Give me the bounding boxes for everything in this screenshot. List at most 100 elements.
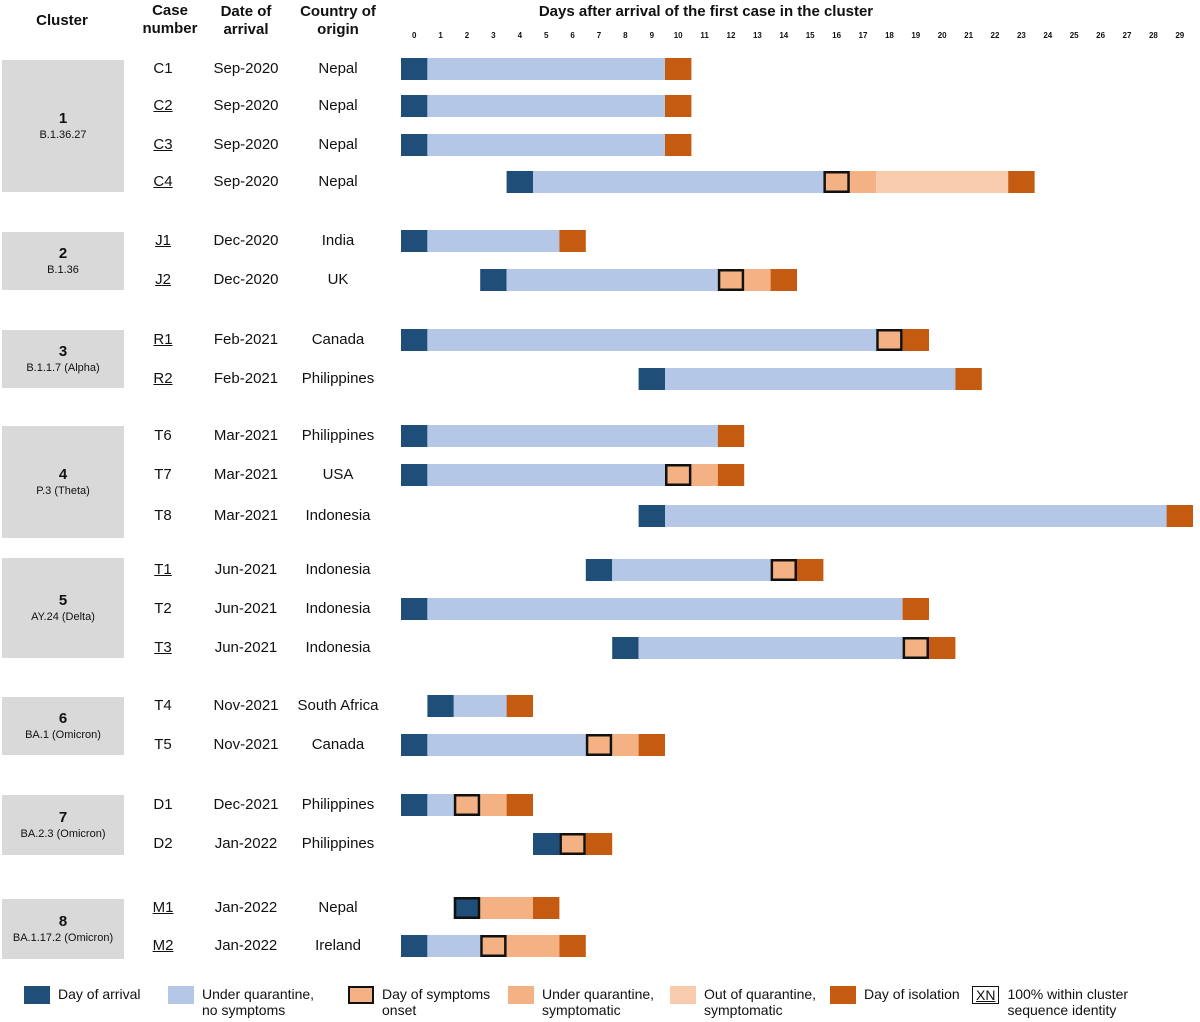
legend-label: Day of arrival [58,986,141,1002]
x-tick-label: 7 [597,31,602,40]
legend-xn-symbol: XN [972,986,1000,1004]
x-tick-label: 28 [1149,31,1158,40]
symptom-onset-marker [823,171,850,193]
quarantine-symptomatic-bar [480,897,533,919]
legend-quarantine-no-symptoms: Under quarantine, no symptoms [168,986,332,1018]
arrival-date: Feb-2021 [213,370,279,387]
country-of-origin: Canada [311,331,365,348]
x-tick-label: 20 [938,31,947,40]
country-of-origin: Philippines [301,427,375,444]
cluster-variant: B.1.1.7 (Alpha) [26,362,100,374]
legend-label: Under quarantine, symptomatic [542,986,655,1018]
x-tick-label: 27 [1123,31,1132,40]
x-tick-label: 18 [885,31,894,40]
case-number: T5 [154,736,172,753]
isolation-day-bar [902,329,929,351]
x-tick-label: 17 [859,31,868,40]
arrival-date: Jan-2022 [214,835,278,852]
isolation-day-bar [797,559,824,581]
arrival-date: Jun-2021 [214,561,278,578]
arrival-day-bar [585,559,613,581]
timeline-chart: 0 1 2 3 4 5 6 7 8 9 10 11 12 13 14 15 16 17 18 19 20 21 22 23 24… [401,31,1193,957]
case-number: T4 [154,697,172,714]
x-tick-label: 13 [753,31,762,40]
symptom-onset-marker [453,897,481,919]
arrival-date: Jun-2021 [214,600,278,617]
arrival-day-bar [480,269,507,291]
isolation-day-bar [559,935,586,957]
symptom-onset-marker [585,734,613,756]
legend-label: Out of quarantine, symptomatic [704,986,817,1018]
arrival-day-bar [506,171,533,193]
arrival-day-bar [401,935,428,957]
isolation-day-bar [533,897,560,919]
symptom-onset-marker [453,794,481,816]
legend-swatch-symptomatic [508,986,534,1004]
x-tick-label: 25 [1070,31,1079,40]
arrival-day-bar [401,464,428,486]
arrival-date: Dec-2020 [213,232,279,249]
quarantine-no-symptoms-bar [427,329,877,351]
country-of-origin: Philippines [301,835,375,852]
legend-label: Day of isolation [864,986,960,1002]
country-of-origin: Canada [311,736,365,753]
arrival-day-bar [401,329,428,351]
x-tick-label: 10 [674,31,683,40]
arrival-date: Mar-2021 [213,507,279,524]
x-tick-label: 3 [491,31,496,40]
quarantine-no-symptoms-bar [427,794,454,816]
country-of-origin: Indonesia [305,507,371,524]
symptom-onset-marker [717,269,745,291]
case-number: T1 [154,561,172,578]
quarantine-no-symptoms-bar [506,269,718,291]
isolation-day-bar [955,368,982,390]
cluster-number: 7 [58,809,68,826]
quarantine-no-symptoms-bar [665,368,956,390]
quarantine-symptomatic-bar [612,734,639,756]
arrival-date: Feb-2021 [213,331,279,348]
x-tick-label: 9 [650,31,655,40]
quarantine-no-symptoms-bar [533,171,824,193]
header-days: Days after arrival of the first case in … [538,3,874,20]
arrival-date: Dec-2020 [213,271,279,288]
isolation-day-bar [902,598,929,620]
case-number: R1 [153,331,173,348]
x-tick-label: 11 [700,31,709,40]
cluster-box: 6 BA.1 (Omicron) [2,697,124,755]
symptom-onset-marker [876,329,903,351]
x-tick-label: 0 [412,31,417,40]
x-tick-label: 6 [570,31,575,40]
quarantine-symptomatic-bar [691,464,718,486]
cluster-box: 1 B.1.36.27 [2,60,124,192]
cluster-box: 8 BA.1.17.2 (Omicron) [2,899,124,959]
x-tick-label: 22 [991,31,1000,40]
arrival-date: Mar-2021 [213,466,279,483]
legend-label: Under quarantine, no symptoms [202,986,315,1018]
cluster-variant: B.1.36.27 [39,129,87,141]
country-of-origin: Nepal [318,899,358,916]
cluster-variant: AY.24 (Delta) [31,611,95,623]
quarantine-no-symptoms-bar [665,505,1167,527]
x-tick-label: 26 [1096,31,1105,40]
cluster-number: 3 [58,343,68,360]
out-of-quarantine-bar [876,171,1009,193]
arrival-date: Jan-2022 [214,899,278,916]
country-of-origin: Nepal [318,136,358,153]
x-tick-label: 2 [465,31,470,40]
quarantine-no-symptoms-bar [427,464,665,486]
x-tick-label: 24 [1043,31,1052,40]
arrival-date: Sep-2020 [213,173,279,190]
legend-label: Day of symptoms onset [382,986,491,1018]
quarantine-symptomatic-bar [506,935,560,957]
cluster-variant: BA.1 (Omicron) [25,729,101,741]
cluster-number: 6 [58,710,68,727]
x-tick-label: 4 [518,31,523,40]
symptom-onset-marker [559,833,586,855]
case-number: T8 [154,507,172,524]
x-tick-label: 29 [1175,31,1184,40]
arrival-date: Nov-2021 [213,736,279,753]
isolation-day-bar [717,464,745,486]
cluster-variant: B.1.36 [47,264,79,276]
country-of-origin: India [321,232,355,249]
isolation-day-bar [665,58,692,80]
